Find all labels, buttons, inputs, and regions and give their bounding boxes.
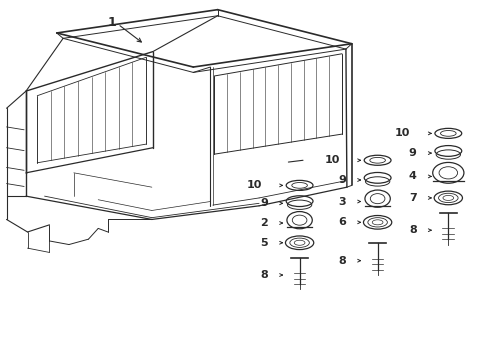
Text: 9: 9 bbox=[337, 175, 345, 185]
Text: 10: 10 bbox=[394, 129, 409, 138]
Text: 8: 8 bbox=[260, 270, 267, 280]
Text: 6: 6 bbox=[337, 217, 345, 227]
Text: 4: 4 bbox=[408, 171, 416, 181]
Text: 2: 2 bbox=[260, 218, 267, 228]
Text: 8: 8 bbox=[338, 256, 345, 266]
Text: 7: 7 bbox=[408, 193, 416, 203]
Text: 9: 9 bbox=[408, 148, 416, 158]
Text: 9: 9 bbox=[260, 198, 267, 208]
Text: 1: 1 bbox=[107, 16, 116, 29]
Text: 3: 3 bbox=[338, 197, 345, 207]
Text: 10: 10 bbox=[245, 180, 261, 190]
Text: 10: 10 bbox=[324, 155, 339, 165]
Text: 8: 8 bbox=[408, 225, 416, 235]
Text: 5: 5 bbox=[260, 238, 267, 248]
